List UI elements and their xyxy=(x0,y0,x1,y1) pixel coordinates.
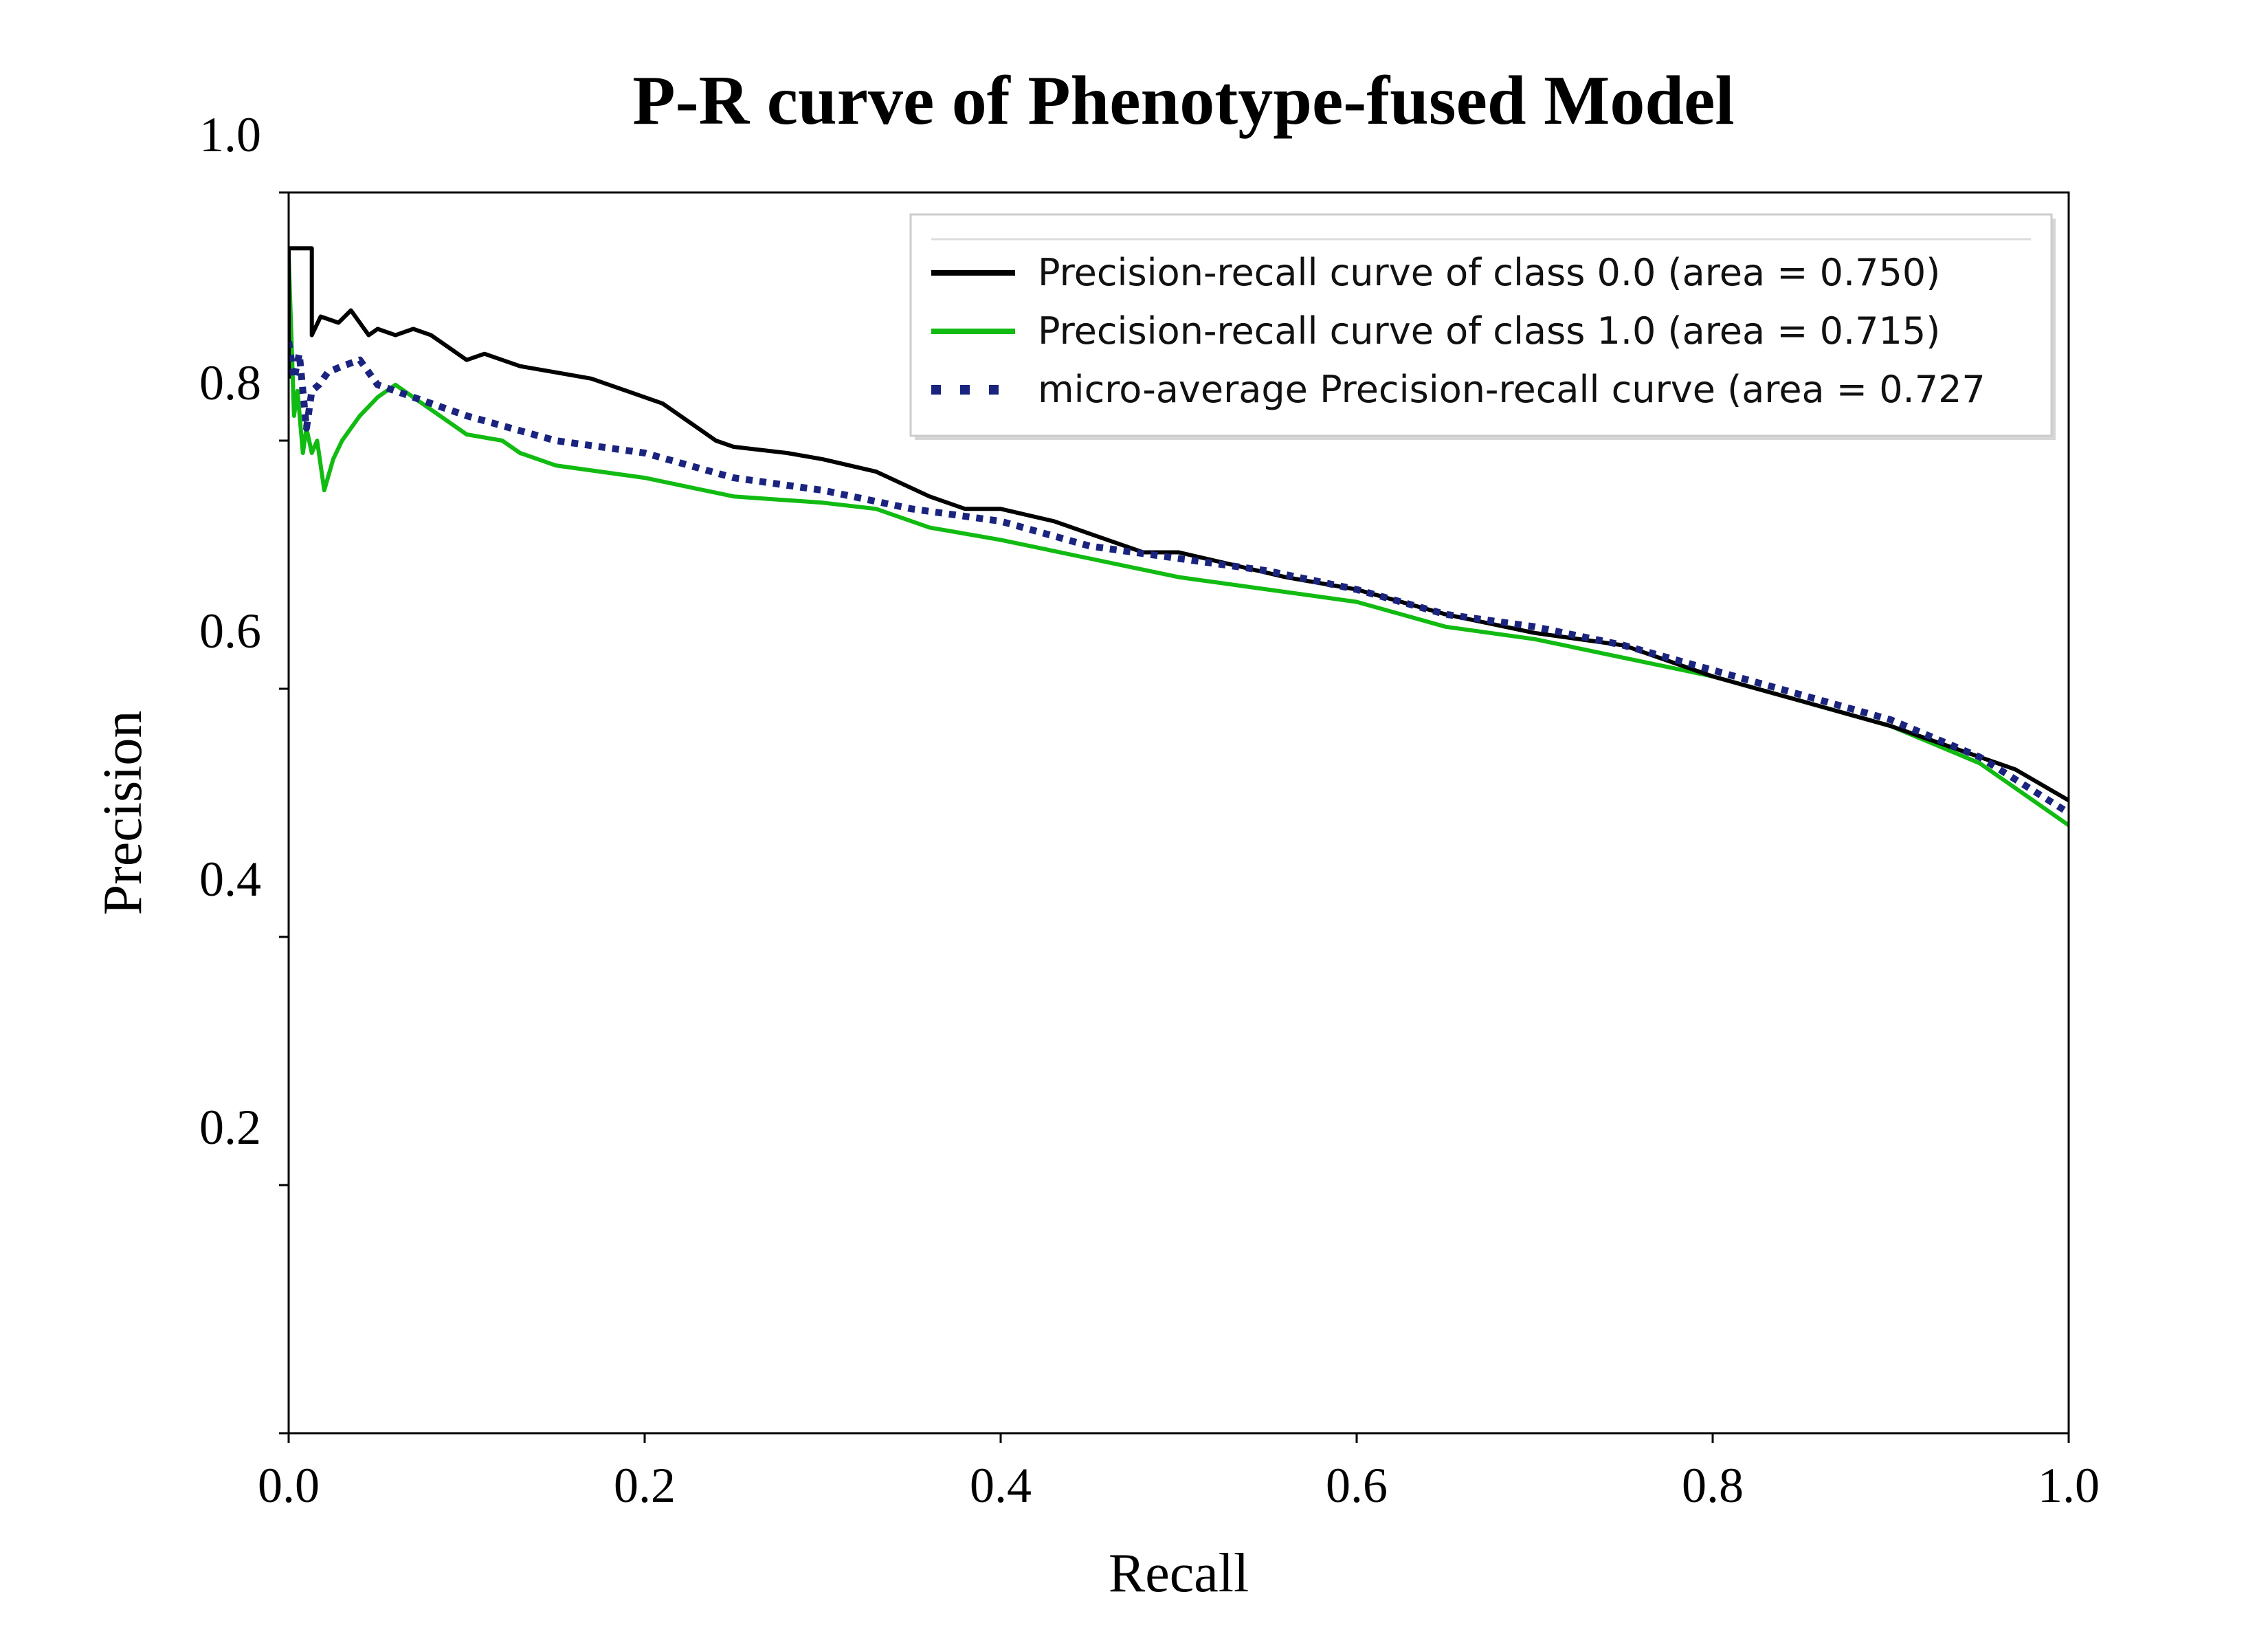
chart-title: P-R curve of Phenotype-fused Model xyxy=(632,62,1734,140)
x-tick-label: 0.2 xyxy=(614,1458,676,1513)
x-axis: 0.0 0.2 0.4 0.6 0.8 1.0 xyxy=(258,1433,2100,1513)
x-axis-label: Recall xyxy=(1109,1543,1249,1604)
y-tick-label: 0.8 xyxy=(199,355,261,410)
legend-label-0: Precision-recall curve of class 0.0 (are… xyxy=(1038,251,1940,294)
x-tick-label: 0.6 xyxy=(1326,1458,1388,1513)
legend-label-2: micro-average Precision-recall curve (ar… xyxy=(1038,368,1986,411)
x-tick-label: 0.0 xyxy=(258,1458,320,1513)
y-tick-label: 0.6 xyxy=(199,604,261,659)
legend-box xyxy=(909,213,2053,437)
y-axis-label: Precision xyxy=(93,711,153,916)
series-line-1 xyxy=(289,254,2070,828)
x-tick-label: 0.4 xyxy=(970,1458,1032,1513)
series-layer xyxy=(289,246,2071,828)
legend: Precision-recall curve of class 0.0 (are… xyxy=(909,213,2056,440)
x-tick-label: 1.0 xyxy=(2038,1458,2100,1513)
x-tick-label: 0.8 xyxy=(1682,1458,1744,1513)
y-tick-label: 0.2 xyxy=(199,1100,261,1155)
legend-label-1: Precision-recall curve of class 1.0 (are… xyxy=(1038,309,1940,353)
y-axis: 0.2 0.4 0.6 0.8 1.0 xyxy=(199,107,289,1435)
plot-frame xyxy=(287,191,2070,1435)
y-tick-label: 1.0 xyxy=(199,107,261,162)
y-tick-label: 0.4 xyxy=(199,852,261,907)
series-line-2 xyxy=(289,340,2071,816)
